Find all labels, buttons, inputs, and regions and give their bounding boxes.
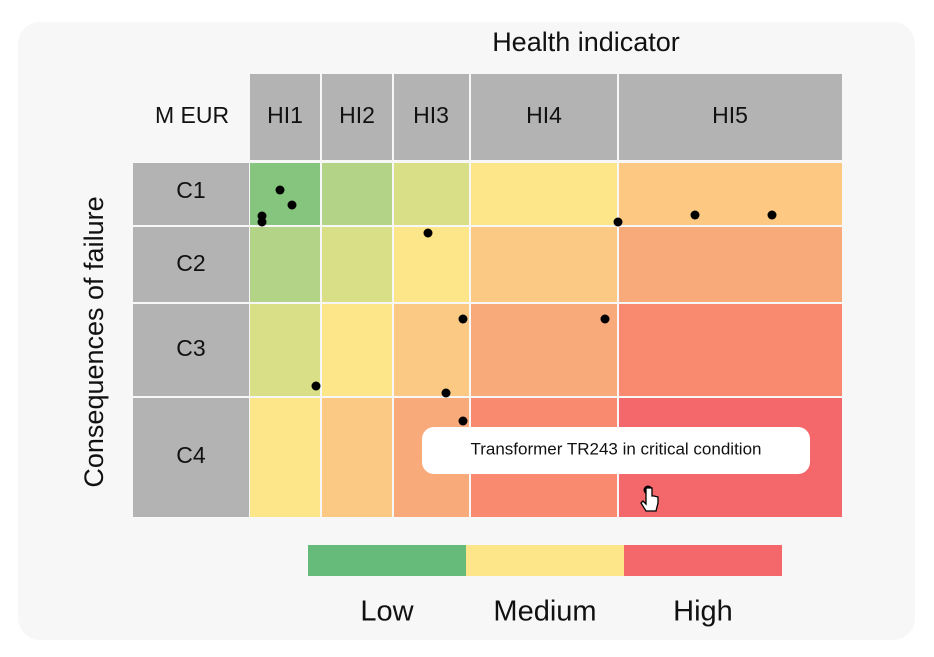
legend-label: High (673, 596, 733, 628)
cell (322, 398, 392, 517)
column-header (619, 74, 842, 160)
asset-point[interactable] (441, 388, 451, 398)
asset-point[interactable] (311, 381, 321, 391)
row-label: C2 (176, 250, 205, 276)
unit-label: M EUR (155, 102, 229, 128)
asset-point[interactable] (423, 228, 433, 238)
cell (471, 304, 617, 396)
column-label: HI2 (339, 102, 375, 128)
title: Health indicator (492, 27, 680, 57)
row-header (133, 398, 249, 517)
column-header (250, 74, 320, 160)
cell (322, 163, 392, 225)
asset-point[interactable] (690, 210, 700, 220)
column-label: HI5 (712, 102, 748, 128)
cell (619, 304, 842, 396)
legend-swatch (624, 545, 782, 576)
cell (471, 227, 617, 302)
asset-point[interactable] (275, 185, 285, 195)
cell (394, 304, 469, 396)
column-label: HI3 (413, 102, 449, 128)
cell (394, 163, 469, 225)
column-headers: HI1 HI2 HI3 HI4 HI5 (250, 74, 842, 160)
legend-label: Medium (493, 596, 596, 628)
cell (250, 304, 320, 396)
column-header (471, 74, 617, 160)
cell (619, 227, 842, 302)
cell (394, 227, 469, 302)
column-header (322, 74, 392, 160)
legend: Low Medium High (308, 545, 782, 628)
asset-point[interactable] (257, 217, 267, 227)
cell (322, 304, 392, 396)
cell (322, 227, 392, 302)
cell (250, 398, 320, 517)
row-label: C4 (176, 442, 206, 468)
row-label: C3 (176, 335, 205, 361)
asset-point[interactable] (600, 314, 610, 324)
tooltip-text: Transformer TR243 in critical condition (470, 439, 761, 458)
row-headers: C1 C2 C3 C4 Consequences of failure (79, 163, 249, 517)
asset-point[interactable] (458, 314, 468, 324)
legend-swatch (466, 545, 624, 576)
column-header (394, 74, 469, 160)
column-label: HI4 (526, 102, 562, 128)
row-header (133, 163, 249, 225)
column-label: HI1 (267, 102, 303, 128)
row-label: C1 (176, 177, 205, 203)
asset-point[interactable] (767, 210, 777, 220)
asset-point[interactable] (287, 200, 297, 210)
asset-point[interactable] (613, 217, 623, 227)
legend-label: Low (360, 596, 414, 628)
tooltip: Transformer TR243 in critical condition (422, 427, 810, 474)
asset-point[interactable] (458, 416, 468, 426)
cursor (640, 487, 659, 512)
tooltip-box (422, 427, 810, 474)
legend-swatch (308, 545, 466, 576)
row-axis-label: Consequences of failure (79, 196, 109, 487)
cell (250, 227, 320, 302)
row-header (133, 304, 249, 396)
row-header (133, 227, 249, 302)
cell (471, 163, 617, 225)
cell (619, 163, 842, 225)
